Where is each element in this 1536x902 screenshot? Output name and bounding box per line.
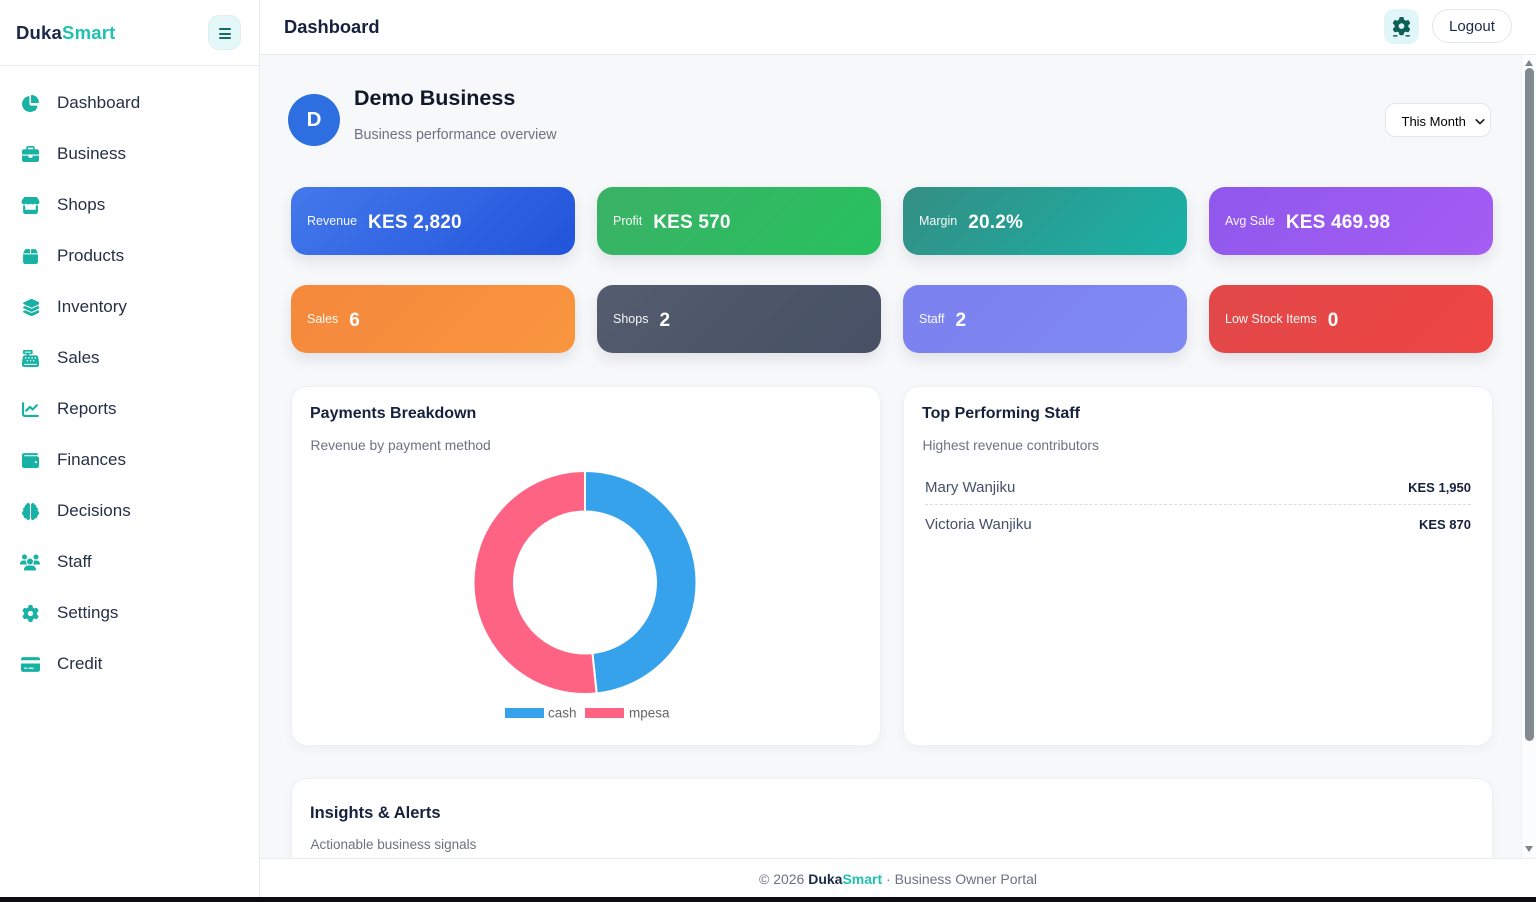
svg-text:mpesa: mpesa xyxy=(629,706,670,721)
svg-text:cash: cash xyxy=(548,706,577,721)
